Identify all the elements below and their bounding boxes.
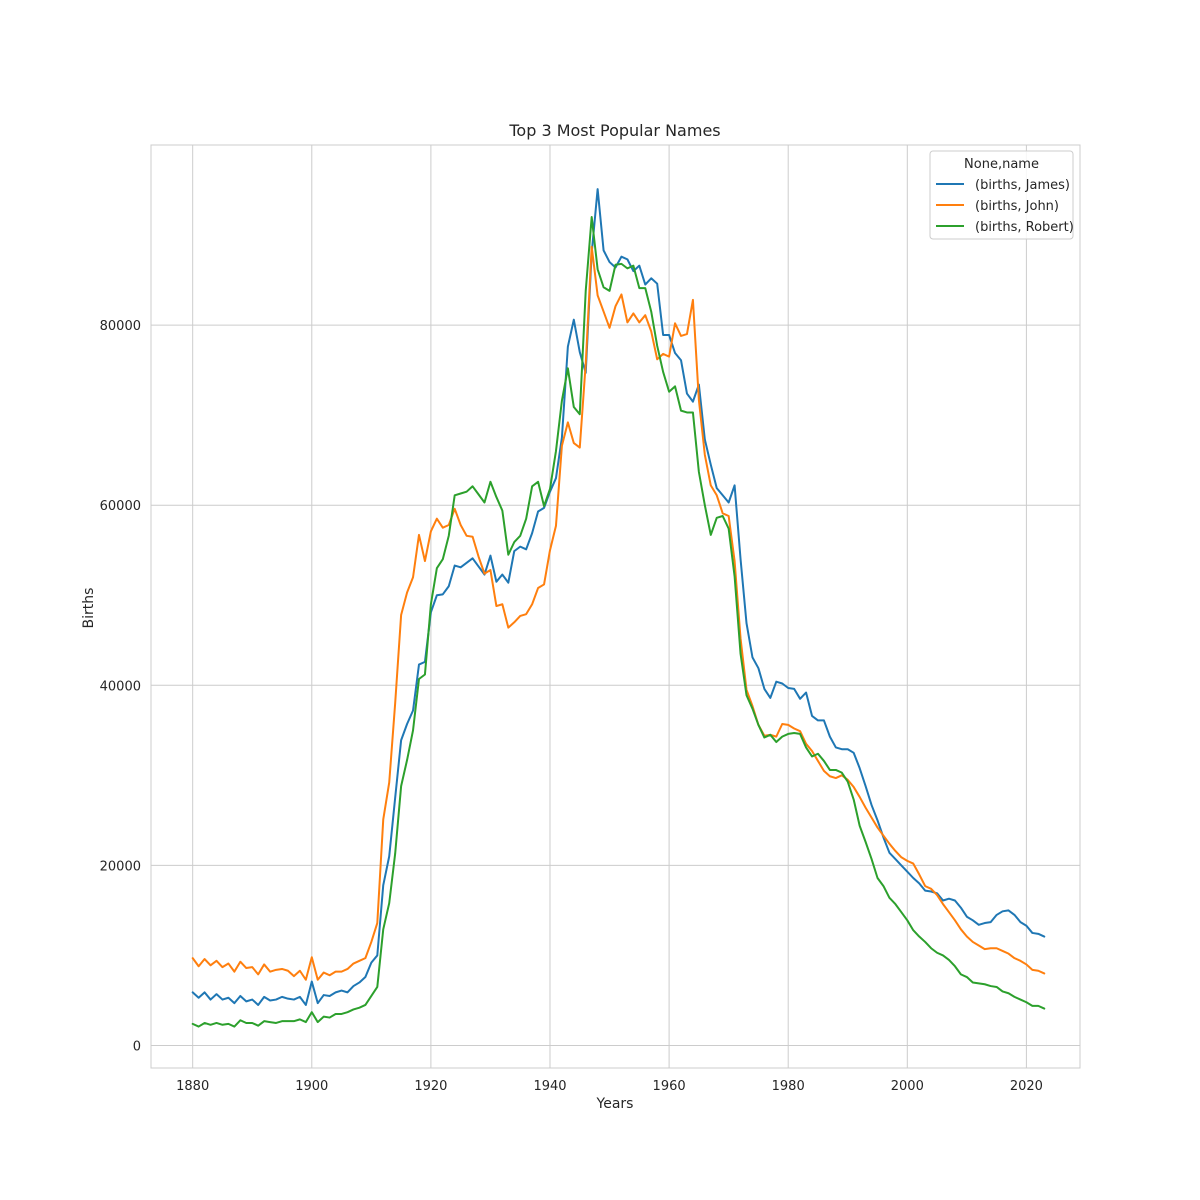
y-tick-label: 80000: [100, 319, 141, 334]
y-tick-label: 60000: [100, 499, 141, 514]
x-tick-label: 1940: [533, 1079, 566, 1094]
x-tick-label: 1960: [653, 1079, 686, 1094]
y-axis-label: Births: [81, 588, 97, 629]
y-axis-ticks: 0 20000 40000 60000 80000: [100, 319, 141, 1054]
series-line-1: [191, 245, 1046, 981]
legend-entry-label: (births, John): [975, 199, 1059, 214]
series-line-0: [191, 188, 1046, 1006]
x-tick-label: 1900: [295, 1079, 328, 1094]
legend-entry-label: (births, Robert): [975, 220, 1074, 235]
series-lines: [191, 188, 1046, 1028]
legend-title: None,name: [964, 157, 1039, 172]
y-tick-label: 40000: [100, 679, 141, 694]
y-tick-label: 0: [133, 1039, 141, 1054]
plot-frame: [150, 144, 1081, 1069]
legend-entry-label: (births, James): [975, 178, 1070, 193]
x-tick-label: 2000: [891, 1079, 924, 1094]
x-tick-label: 1920: [414, 1079, 447, 1094]
x-tick-label: 2020: [1010, 1079, 1043, 1094]
grid: [151, 145, 1080, 1068]
legend-box: [929, 150, 1074, 240]
y-tick-label: 20000: [100, 859, 141, 874]
chart-title: Top 3 Most Popular Names: [508, 121, 720, 140]
legend: None,name (births, James) (births, John) (…: [929, 150, 1074, 240]
x-axis-label: Years: [596, 1096, 634, 1112]
x-tick-label: 1880: [176, 1079, 209, 1094]
x-axis-ticks: 1880 1900 1920 1940 1960 1980 2000 2020: [176, 1079, 1043, 1094]
series-line-2: [191, 216, 1046, 1028]
x-tick-label: 1980: [772, 1079, 805, 1094]
